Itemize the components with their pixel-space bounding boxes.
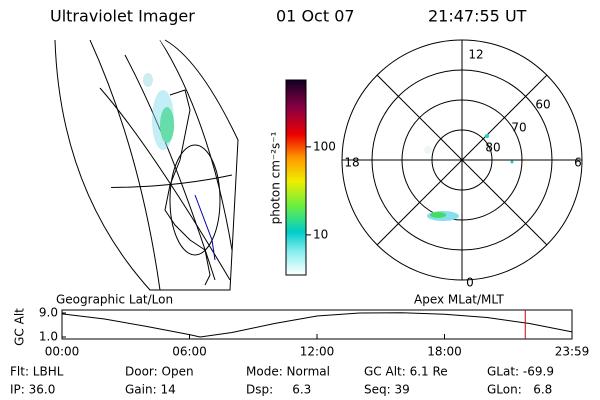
footer-text: GLon: 6.8 [487,383,552,397]
lat-label: 70 [511,121,526,135]
time: 21:47:55 UT [428,7,527,26]
x-tick-label: 00:00 [45,345,80,359]
alt-line [61,312,573,338]
x-tick-label: 18:00 [427,345,462,359]
footer-text: Flt: LBHL [10,365,64,379]
x-tick-label: 06:00 [172,345,207,359]
footer-text: IP: 36.0 [10,383,55,397]
x-tick-label: 12:00 [300,345,335,359]
mlt-label: 12 [468,48,483,62]
colorbar-tick-label: 100 [313,139,336,153]
lat-label: 80 [485,141,500,155]
polar-label: Apex MLat/MLT [414,293,504,307]
date: 01 Oct 07 [276,7,355,26]
footer-text: Dsp: 6.3 [246,383,311,397]
mlt-label: 18 [344,156,359,170]
footer-text: GLat: -69.9 [487,365,554,379]
footer-text: GC Alt: 6.1 Re [364,365,448,379]
x-tick-label: 23:59 [555,345,590,359]
map-label: Geographic Lat/Lon [56,293,173,307]
y-tick-label: 9.0 [39,306,58,320]
map [54,39,239,296]
colorbar [285,79,307,276]
mlt-label: 0 [466,276,474,290]
footer-text: Gain: 14 [125,383,176,397]
emission [424,134,514,221]
lat-label: 60 [535,98,550,112]
y-tick-label: 1.0 [39,330,58,344]
title: Ultraviolet Imager [50,7,195,26]
mlt-label: 6 [574,156,582,170]
colorbar-label: photon cm⁻²s⁻¹ [269,131,283,224]
polar-grid [341,39,583,281]
footer-text: Mode: Normal [246,365,330,379]
alt-ylabel: GC Alt [13,308,27,346]
footer-text: Seq: 39 [364,383,410,397]
colorbar-tick-label: 10 [313,227,328,241]
footer-text: Door: Open [125,365,194,379]
